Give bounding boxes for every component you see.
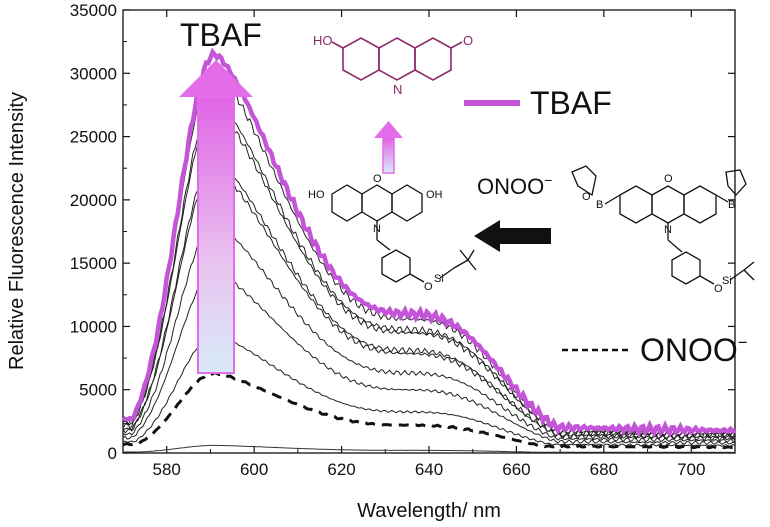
legend-onoo-label: ONOO− [640, 332, 748, 368]
y-tick-label: 15000 [70, 254, 117, 273]
y-tick-label: 20000 [70, 191, 117, 210]
intensity-increase-arrow [179, 60, 253, 374]
probe-link-o: O [714, 283, 723, 295]
y-tick-label: 25000 [70, 128, 117, 147]
legend-tbaf-label: TBAF [530, 85, 612, 121]
intermediate-left-oh: HO [308, 189, 325, 201]
tbaf-top-label: TBAF [180, 17, 262, 53]
probe-boron-left: B [596, 199, 603, 211]
intermediate-link-o: O [424, 281, 433, 293]
probe-boronate-o: O [582, 191, 591, 203]
probe-boron-right: B [728, 199, 735, 211]
x-tick-label: 580 [153, 460, 181, 479]
y-tick-label: 10000 [70, 317, 117, 336]
x-tick-label: 600 [240, 460, 268, 479]
reaction-arrow [474, 220, 551, 252]
x-axis-title: Wavelength/ nm [357, 500, 501, 522]
x-tick-label: 640 [415, 460, 443, 479]
y-tick-label: 0 [108, 444, 117, 463]
intermediate-structure [331, 184, 477, 283]
probe-structure [571, 165, 755, 285]
reaction-onoo-label: ONOO− [477, 172, 552, 199]
product-left-substituent: HO [313, 33, 333, 48]
baseline-series-line [123, 444, 736, 453]
probe-ring-n: N [664, 224, 672, 236]
probe-si: Si [722, 275, 732, 287]
x-tick-label: 700 [677, 460, 705, 479]
intermediate-ring-n: N [373, 223, 381, 235]
product-right-substituent: O [463, 33, 473, 48]
intermediate-right-oh: OH [426, 189, 443, 201]
x-tick-label: 620 [327, 460, 355, 479]
x-tick-label: 660 [502, 460, 530, 479]
intermediate-si: Si [434, 273, 444, 285]
x-axis-ticks: 580 600 620 640 660 680 700 [122, 10, 736, 479]
y-axis-title: Relative Fluorescence Intensity [6, 92, 28, 370]
product-ring-atom: N [393, 82, 402, 97]
tbaf-series-line [122, 47, 737, 438]
y-tick-label: 30000 [70, 64, 117, 83]
probe-ring-o: O [664, 173, 673, 185]
y-axis-ticks: 0 5000 10000 15000 20000 25000 30000 35000 [70, 1, 735, 463]
intermediate-ring-o: O [373, 173, 382, 185]
deprotection-arrow [374, 121, 403, 174]
x-tick-label: 680 [590, 460, 618, 479]
y-tick-label: 35000 [70, 1, 117, 20]
y-tick-label: 5000 [79, 381, 117, 400]
onoo-series-line [122, 370, 736, 450]
product-structure [331, 37, 463, 81]
